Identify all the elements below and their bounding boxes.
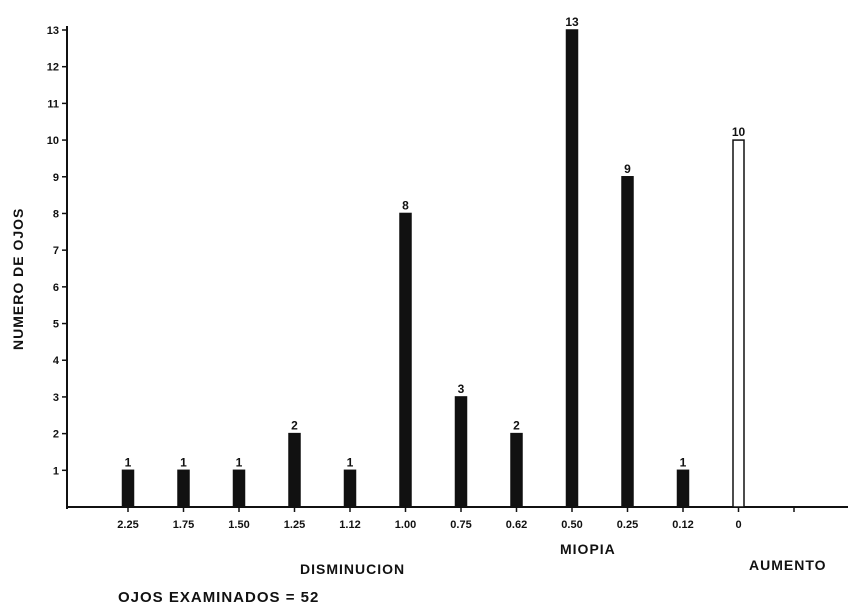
bar-value-label: 1: [236, 455, 243, 469]
x-tick-label: 1.50: [228, 519, 249, 531]
x-tick-label: 0.50: [561, 519, 582, 531]
bar-value-label: 1: [680, 455, 687, 469]
x-tick-label: 1.12: [339, 519, 360, 531]
y-tick-label: 5: [53, 319, 59, 331]
bar: [732, 139, 745, 508]
bar: [399, 212, 412, 508]
bar-value-label: 2: [291, 419, 298, 433]
bar-value-label: 1: [347, 455, 354, 469]
bar: [232, 469, 246, 508]
y-tick-label: 10: [47, 135, 59, 147]
data-labels: 1 1 1 2 1 8 3 2 13 9 1 10: [125, 15, 746, 469]
x-axis: 2.25 1.75 1.50 1.25 1.12 1.00 0.75 0.62 0.50 0.25…: [67, 506, 848, 531]
x-tick-label: 1.00: [395, 519, 416, 531]
x-tick-label: 0.75: [450, 519, 471, 531]
bar-value-label: 1: [125, 455, 132, 469]
bars: [121, 29, 745, 508]
bar: [177, 469, 190, 508]
y-tick-label: 8: [53, 208, 59, 220]
x-axis-title: MIOPIA: [560, 541, 616, 557]
x-tick-label: 0.12: [672, 519, 693, 531]
bar-value-label: 13: [565, 15, 579, 29]
bar: [621, 176, 634, 508]
y-axis-title: NUMERO DE OJOS: [10, 208, 26, 350]
bar: [565, 29, 579, 508]
x-tick-label: 1.75: [173, 519, 194, 531]
eyes-examined-note: OJOS EXAMINADOS = 52: [118, 589, 319, 606]
y-tick-label: 6: [53, 282, 59, 294]
bar-value-label: 8: [402, 198, 409, 212]
y-tick-label: 1: [53, 465, 59, 477]
bar-value-label: 1: [180, 455, 187, 469]
x-tick-label: 1.25: [284, 519, 305, 531]
x-axis-right-label: AUMENTO: [749, 557, 827, 573]
bar: [676, 469, 690, 508]
y-tick-label: 9: [53, 172, 59, 184]
y-tick-label: 12: [47, 62, 59, 74]
bar-value-label: 2: [513, 419, 520, 433]
y-tick-label: 13: [47, 25, 59, 37]
x-tick-label: 0: [735, 519, 741, 531]
bar-value-label: 9: [624, 162, 631, 176]
bar: [288, 432, 301, 508]
x-axis-left-label: DISMINUCION: [300, 561, 405, 577]
y-tick-label: 11: [47, 98, 59, 110]
y-tick-label: 4: [53, 355, 60, 367]
x-tick-label: 0.62: [506, 519, 527, 531]
bar: [510, 432, 523, 508]
y-tick-label: 7: [53, 245, 59, 257]
bar: [343, 469, 357, 508]
y-tick-label: 3: [53, 392, 59, 404]
bar: [121, 469, 135, 508]
x-tick-label: 2.25: [117, 519, 138, 531]
bar-value-label: 3: [458, 382, 465, 396]
x-tick-label: 0.25: [617, 519, 638, 531]
bar: [454, 396, 468, 508]
bar-value-label: 10: [732, 125, 746, 139]
y-tick-label: 2: [53, 429, 59, 441]
